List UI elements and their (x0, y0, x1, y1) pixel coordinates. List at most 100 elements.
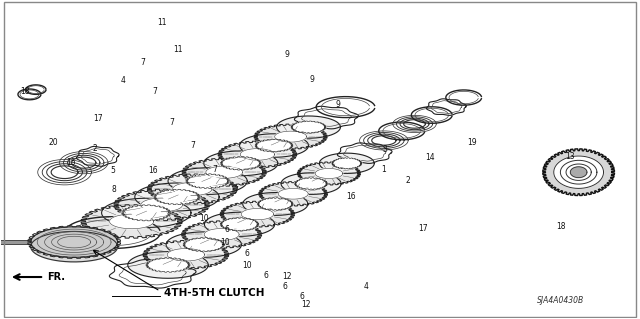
Text: 7: 7 (212, 165, 217, 174)
Text: 2: 2 (93, 144, 97, 153)
Polygon shape (570, 167, 587, 178)
Text: 2: 2 (406, 176, 410, 185)
Text: 12: 12 (282, 272, 292, 281)
Polygon shape (81, 205, 182, 238)
Polygon shape (114, 189, 209, 221)
Polygon shape (241, 209, 274, 220)
Polygon shape (204, 212, 275, 236)
Text: 12: 12 (301, 300, 310, 308)
Text: 16: 16 (346, 191, 355, 201)
Text: 4: 4 (121, 76, 125, 85)
Text: 10: 10 (242, 261, 252, 271)
Text: 3: 3 (383, 145, 388, 154)
Text: 9: 9 (284, 49, 289, 59)
Polygon shape (275, 131, 307, 142)
Polygon shape (221, 157, 261, 170)
Polygon shape (240, 149, 275, 160)
Text: 17: 17 (419, 224, 428, 233)
Text: 7: 7 (170, 118, 174, 128)
Text: 5: 5 (110, 166, 115, 175)
Text: 6: 6 (300, 292, 305, 300)
Polygon shape (182, 158, 266, 186)
Polygon shape (294, 178, 328, 189)
Text: 18: 18 (20, 87, 29, 96)
Text: 16: 16 (148, 166, 157, 175)
Text: SJA4A0430B: SJA4A0430B (537, 296, 584, 305)
Polygon shape (298, 162, 360, 185)
Text: 10: 10 (199, 214, 209, 223)
Polygon shape (183, 238, 225, 252)
Polygon shape (143, 241, 228, 269)
Polygon shape (259, 182, 328, 206)
Polygon shape (109, 214, 154, 229)
Polygon shape (135, 183, 219, 211)
Polygon shape (239, 134, 308, 157)
Text: 6: 6 (282, 282, 287, 291)
Polygon shape (263, 142, 285, 149)
Polygon shape (141, 198, 182, 212)
Polygon shape (229, 160, 253, 167)
Polygon shape (155, 261, 181, 269)
Polygon shape (204, 151, 278, 176)
Polygon shape (298, 123, 319, 131)
Text: 10: 10 (221, 238, 230, 247)
Text: 13: 13 (566, 152, 575, 161)
Polygon shape (192, 241, 216, 249)
Polygon shape (167, 249, 205, 261)
Text: 20: 20 (48, 137, 58, 146)
Text: 11: 11 (173, 45, 183, 55)
Polygon shape (257, 198, 293, 210)
Text: 9: 9 (310, 75, 315, 84)
Polygon shape (206, 166, 243, 178)
Polygon shape (147, 174, 237, 204)
Polygon shape (319, 153, 374, 174)
Text: 7: 7 (140, 58, 145, 67)
Polygon shape (182, 221, 262, 248)
Polygon shape (186, 174, 229, 189)
Polygon shape (173, 182, 212, 196)
Polygon shape (278, 189, 308, 199)
Text: FR.: FR. (47, 272, 65, 282)
Text: 7: 7 (233, 186, 238, 195)
Polygon shape (122, 205, 171, 221)
Polygon shape (315, 168, 343, 179)
Text: 19: 19 (467, 137, 477, 146)
Text: 7: 7 (153, 87, 157, 96)
Polygon shape (228, 220, 251, 228)
Polygon shape (146, 258, 190, 272)
Text: 11: 11 (157, 18, 167, 27)
Polygon shape (338, 160, 356, 167)
Polygon shape (220, 201, 294, 227)
Text: 6: 6 (225, 225, 230, 234)
Polygon shape (291, 121, 326, 133)
Polygon shape (220, 218, 259, 231)
Polygon shape (204, 228, 239, 241)
Polygon shape (132, 208, 161, 218)
Polygon shape (255, 139, 293, 152)
Text: 6: 6 (244, 249, 249, 258)
Text: 7: 7 (190, 141, 195, 150)
Polygon shape (301, 180, 321, 187)
Polygon shape (254, 124, 327, 149)
Polygon shape (218, 141, 297, 168)
Text: 9: 9 (335, 100, 340, 109)
Polygon shape (31, 227, 118, 257)
Text: 4: 4 (364, 282, 369, 291)
Text: 18: 18 (557, 222, 566, 231)
Polygon shape (163, 192, 191, 202)
Text: 1: 1 (381, 165, 386, 174)
Text: 8: 8 (112, 185, 116, 194)
Polygon shape (154, 189, 200, 205)
Text: 17: 17 (93, 114, 102, 123)
FancyBboxPatch shape (0, 240, 31, 244)
Polygon shape (31, 231, 118, 262)
Text: 4TH-5TH CLUTCH: 4TH-5TH CLUTCH (164, 288, 264, 298)
Text: 14: 14 (425, 153, 435, 162)
Polygon shape (276, 116, 340, 138)
Polygon shape (265, 200, 285, 208)
Polygon shape (166, 232, 241, 257)
Polygon shape (566, 164, 591, 181)
Polygon shape (128, 252, 208, 278)
Polygon shape (102, 198, 191, 227)
Text: 15: 15 (66, 158, 76, 167)
